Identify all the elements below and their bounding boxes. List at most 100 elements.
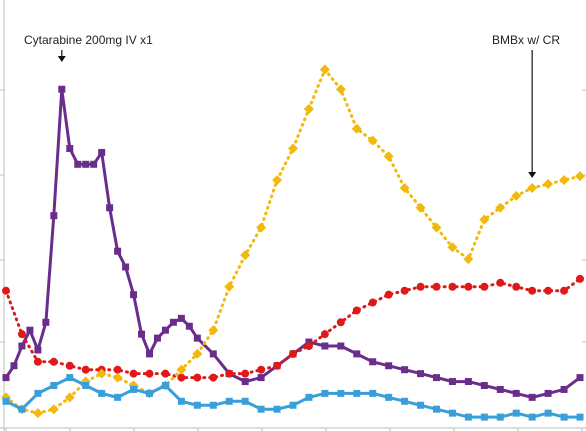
data-point bbox=[161, 326, 169, 334]
data-point bbox=[129, 369, 138, 378]
data-point bbox=[18, 342, 26, 350]
data-point bbox=[415, 202, 426, 213]
data-point bbox=[433, 405, 440, 413]
data-point bbox=[464, 413, 472, 421]
data-point bbox=[369, 358, 377, 366]
data-point bbox=[385, 362, 393, 370]
data-point bbox=[2, 286, 10, 295]
data-point bbox=[496, 278, 505, 287]
data-point bbox=[464, 378, 472, 386]
series-2 bbox=[1, 64, 585, 419]
data-point bbox=[193, 334, 201, 342]
annotation-label: Cytarabine 200mg IV x1 bbox=[24, 33, 153, 47]
annotation-1: BMBx w/ CR bbox=[492, 33, 560, 178]
data-point bbox=[336, 318, 345, 327]
data-point bbox=[576, 274, 584, 283]
data-point bbox=[576, 413, 584, 421]
data-point bbox=[193, 373, 202, 382]
data-point bbox=[400, 286, 409, 295]
data-point bbox=[64, 392, 75, 403]
data-point bbox=[399, 183, 410, 193]
data-point bbox=[417, 370, 425, 378]
data-point bbox=[401, 397, 409, 405]
data-point bbox=[169, 318, 177, 326]
data-point bbox=[479, 214, 490, 225]
data-point bbox=[2, 374, 10, 382]
data-point bbox=[495, 202, 506, 213]
data-point bbox=[305, 393, 313, 401]
data-point bbox=[65, 361, 74, 370]
data-point bbox=[512, 389, 520, 397]
data-point bbox=[112, 372, 123, 383]
data-point bbox=[177, 314, 185, 322]
data-point bbox=[321, 389, 329, 397]
data-point bbox=[10, 362, 18, 370]
data-point bbox=[304, 342, 313, 350]
series-0 bbox=[2, 85, 584, 401]
data-point bbox=[106, 204, 114, 212]
annotation-arrowhead bbox=[57, 56, 66, 62]
series-line bbox=[4, 277, 582, 380]
data-point bbox=[528, 286, 537, 295]
data-point bbox=[256, 222, 267, 233]
data-point bbox=[90, 160, 98, 168]
data-point bbox=[58, 85, 66, 93]
data-point bbox=[50, 212, 58, 220]
data-point bbox=[560, 413, 568, 421]
data-point bbox=[42, 318, 50, 326]
annotation-arrowhead bbox=[528, 172, 537, 178]
data-point bbox=[496, 385, 504, 393]
series-layer bbox=[1, 64, 585, 421]
data-point bbox=[448, 282, 457, 291]
data-point bbox=[98, 389, 106, 397]
data-point bbox=[257, 405, 265, 413]
series-1 bbox=[2, 274, 584, 382]
data-point bbox=[33, 357, 42, 366]
data-point bbox=[320, 330, 329, 339]
data-point bbox=[575, 171, 585, 182]
data-point bbox=[113, 365, 122, 374]
data-point bbox=[337, 342, 345, 350]
data-point bbox=[176, 364, 187, 375]
data-point bbox=[66, 145, 74, 152]
data-point bbox=[464, 282, 473, 291]
data-point bbox=[337, 389, 345, 397]
data-point bbox=[241, 397, 249, 405]
data-point bbox=[528, 413, 536, 421]
data-point bbox=[543, 179, 554, 190]
data-point bbox=[384, 290, 393, 299]
data-point bbox=[544, 389, 552, 397]
data-point bbox=[32, 408, 43, 419]
data-point bbox=[193, 401, 201, 409]
data-point bbox=[528, 393, 536, 401]
data-point bbox=[225, 397, 233, 405]
data-point bbox=[352, 306, 361, 315]
data-point bbox=[224, 281, 235, 292]
data-point bbox=[96, 368, 107, 379]
data-point bbox=[98, 148, 106, 156]
data-point bbox=[480, 382, 488, 389]
data-point bbox=[383, 151, 394, 162]
data-point bbox=[146, 350, 153, 358]
data-point bbox=[34, 389, 42, 397]
data-point bbox=[289, 401, 297, 409]
data-point bbox=[560, 286, 569, 295]
annotation-0: Cytarabine 200mg IV x1 bbox=[24, 33, 153, 62]
data-point bbox=[447, 242, 458, 253]
data-point bbox=[367, 135, 378, 146]
data-point bbox=[288, 143, 298, 154]
data-point bbox=[527, 183, 538, 193]
data-point bbox=[82, 382, 90, 389]
data-point bbox=[209, 350, 217, 358]
data-point bbox=[2, 397, 10, 405]
series-line bbox=[4, 376, 582, 419]
data-point bbox=[82, 160, 90, 168]
data-point bbox=[480, 282, 489, 291]
data-point bbox=[177, 373, 186, 382]
data-point bbox=[417, 401, 425, 409]
data-point bbox=[161, 369, 170, 378]
data-point bbox=[209, 401, 217, 409]
data-point bbox=[26, 326, 34, 334]
